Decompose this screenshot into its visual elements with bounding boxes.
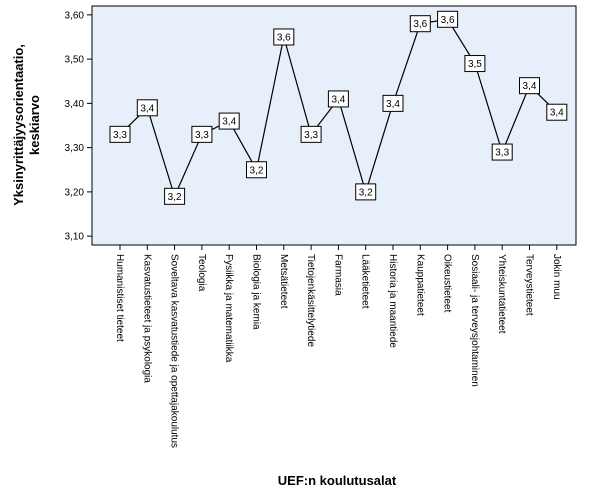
data-point: 3,6	[409, 15, 431, 33]
data-point: 3,6	[437, 10, 459, 28]
data-point: 3,4	[546, 103, 568, 121]
x-tick-label: Kasvatustieteet ja psykologia	[141, 254, 152, 383]
data-label-box	[164, 187, 186, 205]
data-label: 3,6	[413, 19, 427, 30]
data-point: 3,4	[382, 94, 404, 112]
data-label-box	[355, 183, 377, 201]
y-tick-label: 3,10	[65, 232, 85, 243]
data-label-box	[273, 28, 295, 46]
x-tick-label: Teologia	[196, 254, 207, 292]
x-tick-label: Jokin muu	[551, 254, 562, 300]
data-label-box	[519, 77, 540, 95]
x-tick-label: Tietojenkäsittelytiede	[305, 254, 316, 347]
data-point: 3,2	[164, 187, 186, 205]
data-point: 3,3	[109, 125, 131, 143]
data-label-box	[409, 15, 431, 33]
x-tick-label: Terveystieteet	[524, 254, 535, 316]
data-label: 3,2	[168, 192, 182, 203]
data-label: 3,4	[140, 103, 154, 114]
x-tick-label: Farmasia	[332, 254, 343, 296]
x-tick-label: Sosiaali- ja terveysjohtaminen	[469, 254, 480, 387]
x-tick-label: Biologia ja kemia	[251, 254, 262, 330]
x-tick-label: Fysiikka ja matematiikka	[223, 254, 234, 363]
data-label: 3,4	[523, 81, 537, 92]
data-label: 3,4	[550, 108, 564, 119]
data-label: 3,3	[304, 130, 318, 141]
data-point: 3,4	[327, 90, 349, 108]
data-labels: 3,3 3,4 3,2 3,3 3,4 3,2 3,6 3,3 3,4 3,2 3,4 3,6 3,6 3…	[109, 10, 568, 205]
y-tick-label: 3,50	[65, 55, 85, 66]
data-label-box	[109, 125, 131, 143]
x-axis-ticks: Humanistiset tieteet Kasvatustieteet ja p…	[114, 245, 562, 448]
data-label-box	[136, 99, 158, 117]
data-point: 3,3	[491, 143, 513, 161]
x-tick-label: Oikeustieteet	[442, 254, 453, 313]
x-tick-label: Historia ja maantiede	[387, 254, 398, 348]
data-label: 3,3	[195, 130, 209, 141]
data-label: 3,4	[331, 94, 345, 105]
data-point: 3,4	[519, 77, 540, 95]
data-label: 3,3	[495, 148, 509, 159]
data-label: 3,6	[441, 15, 455, 26]
data-label: 3,6	[277, 32, 291, 43]
data-label-box	[300, 125, 322, 143]
y-tick-label: 3,60	[65, 10, 85, 21]
y-axis-ticks: 3,10 3,20 3,30 3,40 3,50 3,60	[65, 10, 92, 243]
data-point: 3,3	[191, 125, 213, 143]
data-point: 3,4	[218, 112, 240, 130]
data-label: 3,3	[113, 130, 127, 141]
data-label-box	[191, 125, 213, 143]
y-tick-label: 3,40	[65, 99, 85, 110]
data-label-box	[491, 143, 513, 161]
data-label-box	[464, 55, 486, 73]
data-label: 3,4	[222, 117, 236, 128]
data-label-box	[382, 94, 404, 112]
data-point: 3,2	[355, 183, 377, 201]
data-label: 3,2	[250, 165, 264, 176]
x-tick-label: Metsätieteet	[278, 254, 289, 309]
data-label-box	[546, 103, 568, 121]
y-tick-label: 3,30	[65, 143, 85, 154]
data-label-box	[327, 90, 349, 108]
plot-area	[91, 5, 577, 246]
data-label-box	[218, 112, 240, 130]
data-label-box	[246, 161, 267, 179]
x-tick-label: Humanistiset tieteet	[114, 254, 125, 342]
data-point: 3,5	[464, 55, 486, 73]
data-label-box	[437, 10, 459, 28]
data-point: 3,3	[300, 125, 322, 143]
data-label: 3,5	[468, 59, 482, 70]
data-point: 3,4	[136, 99, 158, 117]
data-label: 3,4	[386, 99, 400, 110]
x-tick-label: Yhteiskuntatieteet	[496, 254, 507, 334]
data-point: 3,2	[246, 161, 267, 179]
x-tick-label: Soveltava kasvatustiede ja opettajakoulu…	[169, 254, 180, 448]
y-axis-title-line-1: Yksinyrittäjyysorientaatio,	[11, 44, 26, 206]
y-tick-label: 3,20	[65, 187, 85, 198]
data-point: 3,6	[273, 28, 295, 46]
x-axis-title: UEF:n koulutusalat	[278, 473, 397, 488]
x-tick-label: Lääketieteet	[360, 254, 371, 309]
data-label: 3,2	[359, 187, 373, 198]
x-tick-label: Kauppatieteet	[414, 254, 425, 316]
y-axis-title-line-2: keskiarvo	[27, 95, 42, 155]
